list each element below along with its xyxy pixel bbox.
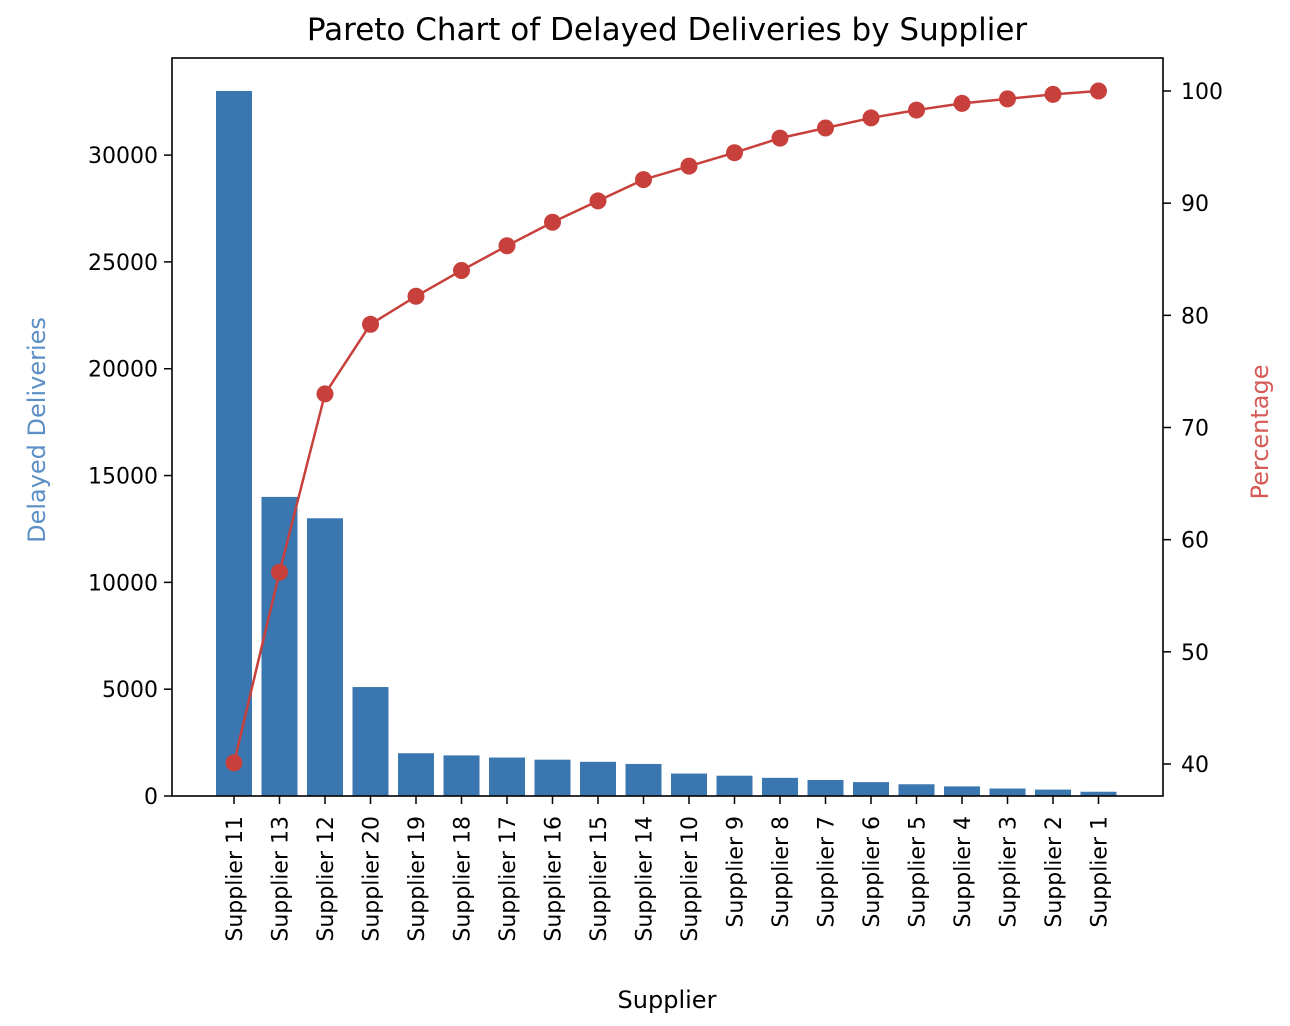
y-axis-label: Delayed Deliveries xyxy=(23,317,51,543)
x-tick-label: Supplier 13 xyxy=(269,816,294,942)
bar xyxy=(580,761,616,796)
x-tick-label: Supplier 12 xyxy=(314,816,339,942)
bars-layer xyxy=(216,91,1117,796)
bar xyxy=(443,755,480,796)
bar xyxy=(853,782,889,796)
axes-layer: 0 5000 10000 15000 20000 25000 30000 40 50 60 70 80… xyxy=(88,57,1223,942)
x-tick-label: Supplier 19 xyxy=(405,816,430,942)
bar xyxy=(898,784,935,796)
y2-tick-label: 90 xyxy=(1181,192,1209,217)
line-point xyxy=(453,261,470,279)
line-point xyxy=(726,144,743,162)
bar xyxy=(489,757,525,796)
line-point xyxy=(225,754,243,772)
x-tick-label: Supplier 18 xyxy=(451,816,476,942)
y-tick-label: 0 xyxy=(144,785,158,810)
x-tick-label: Supplier 9 xyxy=(724,816,749,928)
cumulative-line-layer xyxy=(225,82,1107,772)
y2-tick-label: 50 xyxy=(1181,641,1209,666)
y-tick-label: 30000 xyxy=(88,144,158,169)
y-tick-label: 20000 xyxy=(88,358,158,383)
line-point xyxy=(771,129,789,147)
bar xyxy=(944,786,980,796)
x-tick-label: Supplier 3 xyxy=(997,816,1022,928)
x-tick-label: Supplier 8 xyxy=(769,816,794,928)
bar xyxy=(398,753,434,796)
y2-tick-label: 80 xyxy=(1181,304,1209,329)
cumulative-line xyxy=(232,89,1099,764)
x-tick-label: Supplier 20 xyxy=(360,816,385,942)
y2-tick-label: 40 xyxy=(1181,753,1209,778)
bar xyxy=(762,777,798,796)
bar xyxy=(716,775,753,796)
bar xyxy=(352,687,389,796)
line-point xyxy=(635,171,652,189)
line-point xyxy=(1090,82,1107,100)
chart-title: Pareto Chart of Delayed Deliveries by Su… xyxy=(307,12,1028,48)
x-tick-label: Supplier 10 xyxy=(678,816,703,942)
line-point xyxy=(362,315,379,333)
y-tick-label: 5000 xyxy=(102,678,158,703)
bar xyxy=(1080,791,1117,796)
bar xyxy=(625,763,662,796)
line-point xyxy=(316,385,334,403)
x-tick-label: Supplier 5 xyxy=(906,816,931,928)
x-tick-label: Supplier 15 xyxy=(587,816,612,942)
x-tick-label: Supplier 11 xyxy=(223,816,248,942)
x-axis-label: Supplier xyxy=(618,986,717,1014)
bar xyxy=(989,788,1026,796)
line-point xyxy=(862,109,880,127)
x-tick-label: Supplier 6 xyxy=(860,816,885,928)
y-tick-label: 15000 xyxy=(88,465,158,490)
bar xyxy=(1035,789,1071,796)
x-tick-label: Supplier 7 xyxy=(815,816,840,928)
line-point xyxy=(817,119,834,137)
line-point xyxy=(407,287,425,305)
x-tick-label: Supplier 1 xyxy=(1088,816,1113,928)
x-tick-label: Supplier 2 xyxy=(1042,816,1067,928)
x-tick-label: Supplier 14 xyxy=(633,816,658,942)
y2-axis-label: Percentage xyxy=(1246,364,1274,499)
x-tick-label: Supplier 16 xyxy=(542,816,567,942)
line-point xyxy=(953,94,971,112)
x-tick-label: Supplier 17 xyxy=(496,816,521,942)
line-point xyxy=(680,157,698,175)
y2-tick-label: 70 xyxy=(1181,417,1209,442)
y-tick-label: 10000 xyxy=(88,571,158,596)
line-point xyxy=(999,90,1016,108)
line-point xyxy=(908,101,925,119)
y2-tick-label: 100 xyxy=(1181,80,1223,105)
bar xyxy=(671,773,707,796)
y2-tick-label: 60 xyxy=(1181,529,1209,554)
line-point xyxy=(544,213,561,231)
line-point xyxy=(498,237,516,255)
bar xyxy=(261,496,298,796)
bar xyxy=(534,759,571,796)
bar xyxy=(216,91,252,796)
bar xyxy=(307,518,343,796)
y-tick-label: 25000 xyxy=(88,251,158,276)
bar xyxy=(807,779,844,796)
x-tick-label: Supplier 4 xyxy=(951,816,976,928)
line-point xyxy=(589,192,607,210)
line-point xyxy=(271,563,288,581)
line-point xyxy=(1044,85,1062,103)
